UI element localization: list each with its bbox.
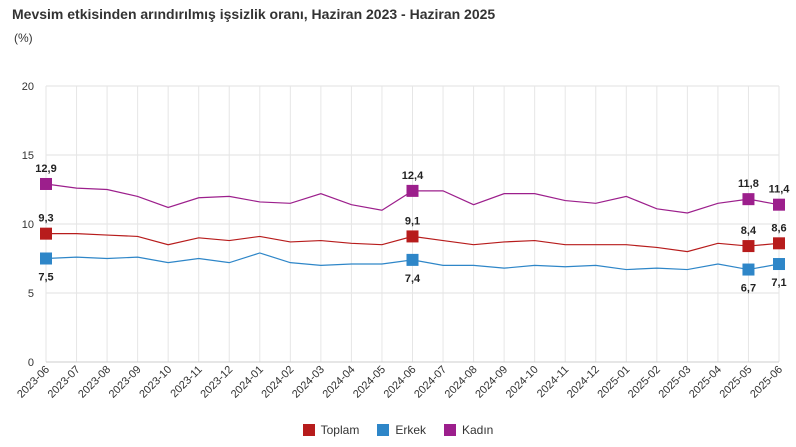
y-tick-label: 15 [22,150,34,162]
y-tick-label: 20 [22,81,34,93]
data-label: 12,9 [35,163,56,175]
x-tick-label: 2024-04 [321,364,358,401]
x-tick-label: 2023-11 [168,364,204,400]
legend-label: Erkek [395,423,426,437]
y-axis-unit: (%) [14,31,33,45]
data-label: 7,5 [38,272,53,284]
data-label: 9,3 [38,213,53,225]
chart-title: Mevsim etkisinden arındırılmış işsizlik … [12,6,496,22]
data-label: 6,7 [741,283,756,295]
x-tick-label: 2024-06 [382,364,419,401]
data-label: 11,4 [769,184,791,196]
y-tick-label: 5 [28,288,34,300]
data-point-marker [40,252,52,265]
x-tick-label: 2023-07 [46,364,83,401]
data-point-marker [406,184,419,197]
x-tick-label: 2024-05 [351,364,388,401]
data-label: 7,4 [405,273,421,285]
data-label: 9,1 [405,215,420,227]
x-tick-label: 2023-12 [198,364,235,401]
legend-label: Kadın [462,423,494,437]
x-tick-label: 2023-06 [15,364,52,401]
data-label: 8,4 [741,225,757,237]
x-tick-label: 2025-01 [595,364,632,401]
data-point-marker [742,240,755,253]
data-label: 11,8 [738,178,759,190]
data-point-marker [406,253,419,266]
x-tick-label: 2025-06 [748,364,785,401]
data-label: 8,6 [771,222,786,234]
x-tick-label: 2024-08 [443,364,480,401]
x-tick-label: 2024-01 [229,364,266,401]
data-point-marker [40,227,52,240]
legend-swatch [377,424,390,436]
legend-label: Toplam [320,423,360,437]
x-tick-label: 2023-08 [76,364,113,401]
x-tick-label: 2024-11 [535,364,571,400]
data-label: 12,4 [402,170,424,182]
x-tick-label: 2024-10 [504,364,541,401]
data-point-marker [406,230,419,243]
x-tick-label: 2023-10 [137,364,174,401]
y-tick-label: 10 [22,219,34,231]
data-point-marker [773,198,785,211]
data-point-marker [742,193,755,206]
x-tick-label: 2024-09 [473,364,510,401]
data-point-marker [40,177,52,190]
x-tick-label: 2024-12 [565,364,602,401]
legend-item-Erkek[interactable]: Erkek [377,423,426,437]
x-tick-label: 2024-03 [290,364,327,401]
x-tick-label: 2025-02 [626,364,663,401]
legend-swatch [444,424,456,436]
x-tick-label: 2024-02 [259,364,296,401]
legend-item-Toplam[interactable]: Toplam [302,423,360,437]
x-tick-label: 2025-03 [656,364,693,401]
x-tick-label: 2025-05 [718,364,755,401]
legend: Toplam Erkek Kadın [0,423,796,437]
data-point-marker [773,258,785,271]
x-tick-label: 2025-04 [687,364,724,401]
data-point-marker [773,237,785,250]
x-tick-label: 2023-09 [107,364,144,401]
data-point-marker [742,263,755,276]
data-label: 7,1 [771,277,786,289]
y-tick-label: 0 [28,357,34,369]
legend-item-Kadın[interactable]: Kadın [444,423,493,437]
legend-swatch [302,424,315,436]
x-tick-label: 2024-07 [412,364,449,401]
